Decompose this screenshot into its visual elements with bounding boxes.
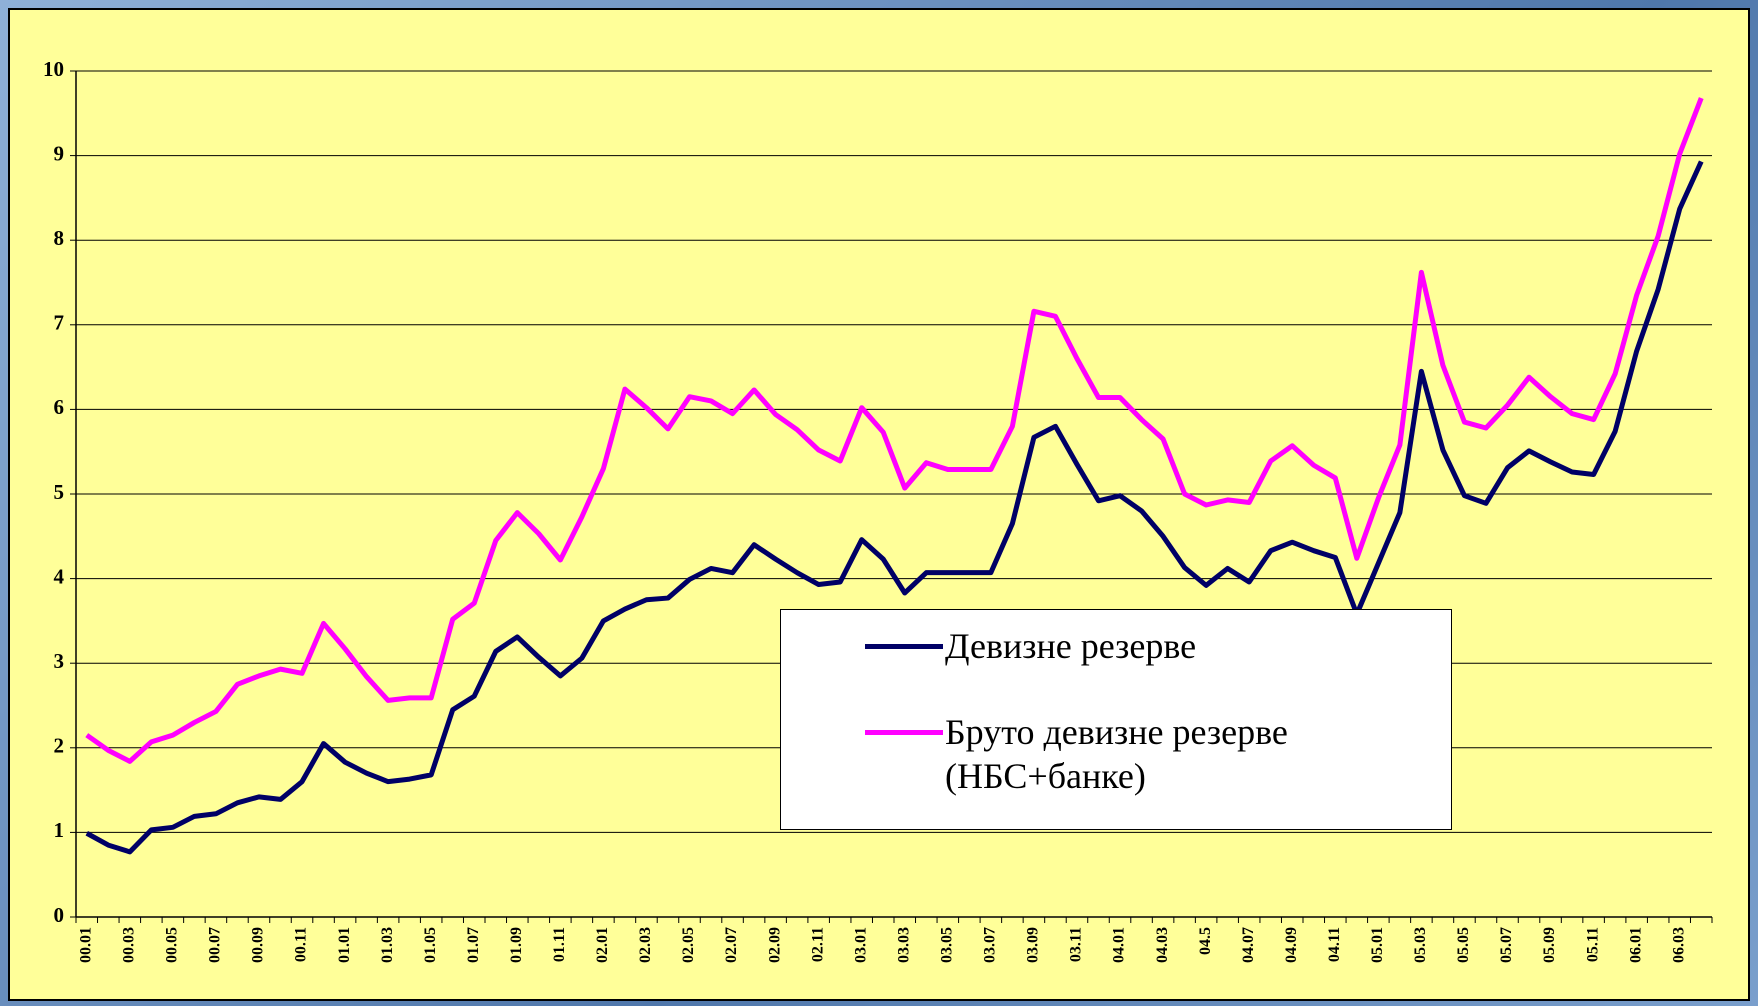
series-line — [85, 160, 1704, 855]
x-tick-label: 00.11 — [293, 927, 310, 962]
x-tick-label: 02.01 — [594, 927, 611, 963]
x-tick-label: 02.07 — [723, 927, 740, 963]
y-tick-label: 2 — [54, 734, 65, 758]
x-tick-label: 06.01 — [1627, 927, 1644, 963]
legend-item: Девизне резерве — [781, 624, 1385, 668]
x-tick-label: 01.07 — [465, 927, 482, 963]
x-tick-label: 03.11 — [1068, 927, 1085, 962]
x-tick-label: 01.01 — [336, 927, 353, 963]
y-tick-label: 1 — [54, 818, 65, 842]
x-tick-label: 02.03 — [637, 927, 654, 963]
x-tick-label: 03.05 — [938, 927, 955, 963]
x-tick-label: 02.09 — [766, 927, 783, 963]
x-tick-label: 05.01 — [1369, 927, 1386, 963]
x-tick-label: 00.05 — [164, 927, 181, 963]
x-tick-label: 05.03 — [1412, 927, 1429, 963]
legend-item: Бруто девизне резерве (НБС+банке) — [781, 710, 1385, 798]
x-tick-label: 01.03 — [379, 927, 396, 963]
x-tick-label: 06.03 — [1670, 927, 1687, 963]
x-tick-label: 05.05 — [1455, 927, 1472, 963]
x-tick-label: 04.03 — [1154, 927, 1171, 963]
x-tick-label: 01.11 — [551, 927, 568, 962]
x-tick-label: 05.07 — [1498, 927, 1515, 963]
x-tick-label: 00.07 — [207, 927, 224, 963]
x-tick-label: 03.09 — [1025, 927, 1042, 963]
legend-label: Бруто девизне резерве (НБС+банке) — [945, 712, 1288, 796]
x-tick-label: 02.05 — [680, 927, 697, 963]
x-tick-label: 01.05 — [422, 927, 439, 963]
y-tick-label: 8 — [54, 226, 65, 250]
x-tick-label: 04.09 — [1283, 927, 1300, 963]
y-tick-label: 10 — [43, 57, 64, 81]
legend-swatch — [865, 644, 943, 649]
x-tick-label: 04.01 — [1111, 927, 1128, 963]
x-tick-label: 00.03 — [120, 927, 137, 963]
legend-swatch — [865, 730, 943, 735]
series-line — [85, 97, 1704, 764]
chart-panel — [8, 8, 1750, 1001]
x-tick-label: 00.09 — [250, 927, 267, 963]
y-tick-label: 0 — [54, 903, 65, 927]
x-tick-label: 01.09 — [508, 927, 525, 963]
x-tick-label: 05.11 — [1584, 927, 1601, 962]
x-tick-label: 03.01 — [852, 927, 869, 963]
x-tick-label: 04.07 — [1240, 927, 1257, 963]
x-tick-label: 03.07 — [982, 927, 999, 963]
y-tick-label: 4 — [54, 564, 65, 588]
x-tick-label: 05.09 — [1541, 927, 1558, 963]
y-tick-label: 7 — [54, 311, 65, 335]
x-tick-label: 03.03 — [895, 927, 912, 963]
y-tick-label: 9 — [54, 141, 65, 165]
y-tick-label: 3 — [54, 649, 65, 673]
x-tick-label: 00.01 — [77, 927, 94, 963]
y-tick-label: 5 — [54, 480, 65, 504]
legend: Девизне резерве Бруто девизне резерве (НБ… — [780, 609, 1452, 830]
x-tick-label: 02.11 — [809, 927, 826, 962]
x-tick-label: 04.5 — [1197, 927, 1214, 955]
legend-label: Девизне резерве — [945, 626, 1197, 666]
x-tick-label: 04.11 — [1326, 927, 1343, 962]
y-tick-label: 6 — [54, 395, 65, 419]
